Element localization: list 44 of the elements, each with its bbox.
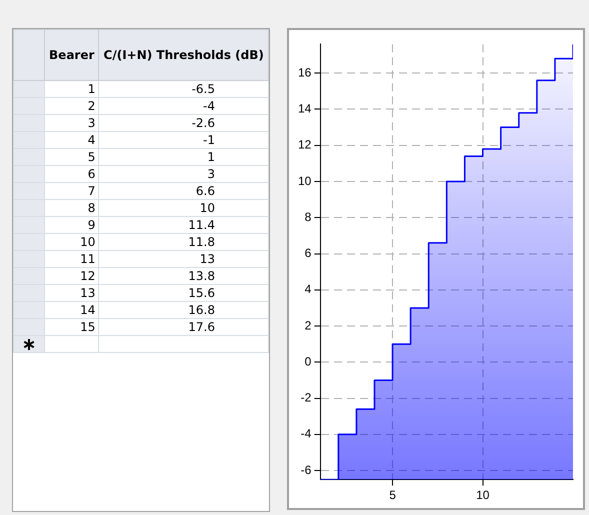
data-label: -4 <box>202 98 216 114</box>
y-tick-label: 12 <box>298 138 312 152</box>
data-label: 15.6 <box>187 285 216 301</box>
y-tick-label: 12 <box>44 268 99 284</box>
y-tick-label: 13 <box>44 284 99 302</box>
y-tick-label: 6 <box>304 246 312 260</box>
y-tick-label: 8 <box>304 210 312 224</box>
data-label: 1 <box>206 149 216 165</box>
y-tick-label: -2 <box>300 390 312 405</box>
y-tick-label: -4 <box>300 426 312 441</box>
y-tick-label: 7 <box>44 182 99 200</box>
data-label: 10 <box>198 200 216 216</box>
y-tick-label: 11 <box>44 250 99 268</box>
y-tick-label: 1 <box>44 80 99 98</box>
y-tick-label: 10 <box>298 174 312 188</box>
y-tick-label: 6 <box>44 166 99 182</box>
data-label: 17.6 <box>187 319 216 335</box>
y-tick-label: 15 <box>44 318 99 336</box>
y-axis-title: Bearer <box>44 30 99 80</box>
data-label: 11.8 <box>187 234 216 250</box>
y-tick-label: 10 <box>44 234 99 250</box>
y-tick-label: -6 <box>300 462 312 477</box>
y-tick-label: 16 <box>298 65 312 80</box>
y-tick-label: 8 <box>44 200 99 216</box>
data-label: 13 <box>198 251 216 267</box>
data-label: -1 <box>202 132 216 148</box>
data-label: 6.6 <box>194 183 216 199</box>
y-tick-label: 5 <box>44 148 99 166</box>
y-tick-label: 4 <box>44 132 99 148</box>
y-tick-label: 3 <box>44 114 99 132</box>
y-tick-label: 0 <box>304 354 312 368</box>
y-tick-label: 14 <box>298 102 312 116</box>
data-label: 3 <box>206 166 216 182</box>
y-tick-label: 2 <box>44 98 99 114</box>
y-tick-label: 2 <box>304 318 312 332</box>
y-tick-label: 4 <box>304 282 312 296</box>
data-label: 16.8 <box>187 302 216 318</box>
data-label: 11.4 <box>187 217 216 233</box>
y-tick-label: 9 <box>44 216 99 234</box>
y-tick-label: 14 <box>44 302 99 318</box>
data-label: -2.6 <box>190 115 216 131</box>
data-label: 13.8 <box>187 268 216 284</box>
data-label: -6.5 <box>190 81 216 97</box>
x-tick-label: C/(I+N) Thresholds (dB) <box>98 30 268 80</box>
